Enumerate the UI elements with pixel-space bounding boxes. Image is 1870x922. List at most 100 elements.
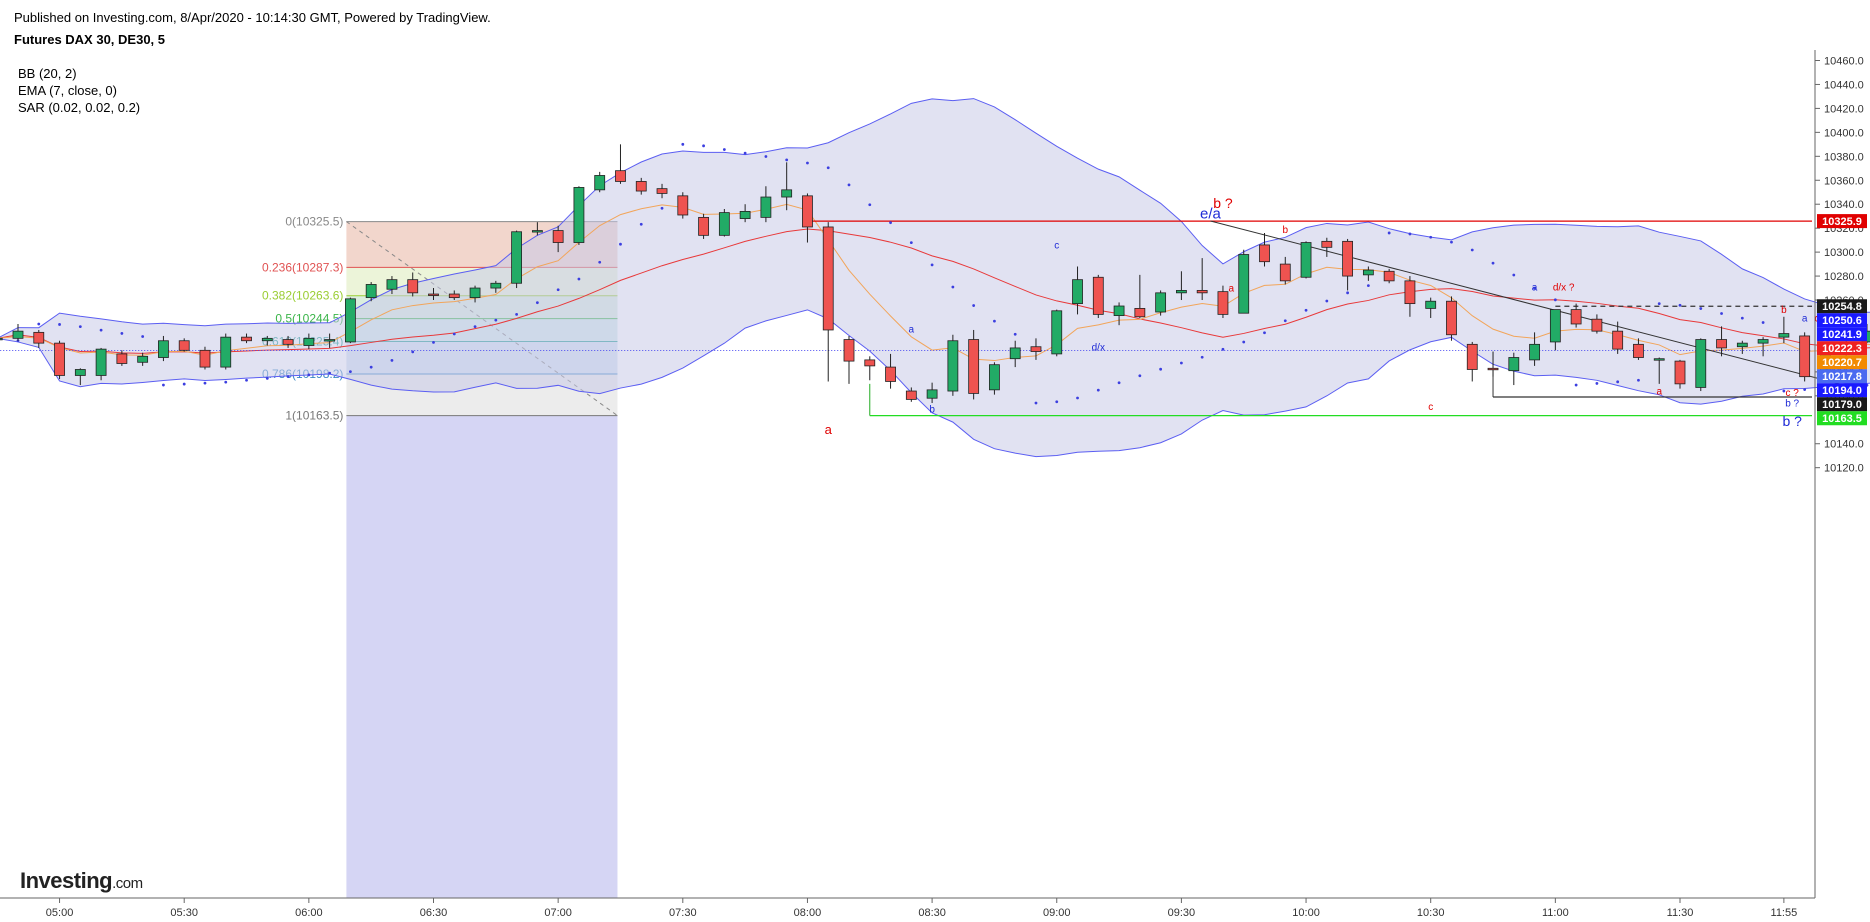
- sar-dot: [598, 260, 602, 264]
- price-tick-label: 10140.0: [1824, 439, 1864, 451]
- bull-candle: [718, 212, 730, 236]
- price-tick-label: 10420.0: [1824, 103, 1864, 115]
- bull-candle: [511, 231, 523, 284]
- fib-level-label: 0.382(10263.6): [262, 289, 343, 303]
- sar-dot: [1304, 308, 1308, 312]
- sar-dot: [1117, 381, 1121, 385]
- sar-dot: [1450, 240, 1453, 244]
- sar-dot: [909, 241, 913, 244]
- bear-candle: [1342, 240, 1353, 277]
- bear-candle: [1279, 263, 1291, 282]
- bear-candle: [822, 226, 834, 331]
- bull-candle: [594, 175, 606, 191]
- bull-candle: [739, 210, 751, 219]
- bull-candle: [1362, 269, 1374, 276]
- sar-dot: [785, 158, 789, 162]
- sar-dot: [1076, 396, 1079, 400]
- bear-candle: [905, 390, 917, 400]
- bear-candle: [1404, 280, 1416, 305]
- sar-dot: [722, 148, 726, 151]
- bear-candle: [635, 181, 647, 192]
- sar-dot: [1055, 400, 1059, 404]
- bear-candle: [33, 331, 45, 344]
- bull-candle: [1508, 357, 1520, 372]
- bear-candle: [428, 293, 439, 296]
- sar-dot: [1512, 273, 1516, 277]
- sar-dot: [286, 375, 290, 378]
- sar-dot: [1720, 312, 1723, 315]
- time-tick-label: 09:30: [1168, 907, 1196, 919]
- sar-dot: [1657, 302, 1661, 306]
- price-label: 10217.8: [1822, 371, 1862, 383]
- sar-dot: [1180, 361, 1183, 365]
- price-tick-label: 10440.0: [1824, 79, 1864, 91]
- price-label: 10222.3: [1822, 343, 1862, 355]
- bb-lower: [0, 309, 1870, 458]
- bear-candle: [448, 293, 460, 299]
- bear-candle: [802, 195, 813, 228]
- investing-logo[interactable]: Investing.com: [20, 868, 143, 893]
- bear-candle: [1134, 308, 1146, 318]
- bear-candle: [1591, 318, 1603, 332]
- sar-dot: [847, 183, 851, 187]
- indicator-bb[interactable]: BB (20, 2): [18, 66, 77, 81]
- sar-dot: [224, 380, 228, 384]
- sar-dot: [203, 381, 207, 385]
- bull-candle: [1155, 292, 1167, 313]
- wave-label: e/a: [1200, 206, 1222, 223]
- bull-candle: [760, 196, 772, 218]
- bull-candle: [573, 187, 585, 243]
- bull-candle: [531, 230, 543, 233]
- indicator-sar[interactable]: SAR (0.02, 0.02, 0.2): [18, 100, 141, 115]
- bull-candle: [303, 337, 315, 346]
- bull-candle: [1757, 339, 1769, 344]
- bull-candle: [74, 369, 86, 376]
- bull-candle: [158, 340, 169, 358]
- price-label: 10241.9: [1822, 329, 1862, 341]
- bear-candle: [1466, 343, 1478, 370]
- sar-dot: [556, 288, 560, 292]
- price-label-bg: [1817, 214, 1867, 229]
- wave-label: d/x ?: [1553, 282, 1575, 293]
- time-tick-label: 11:30: [1667, 907, 1694, 919]
- time-tick-label: 05:30: [170, 907, 198, 919]
- sar-dot: [1574, 383, 1578, 387]
- sar-dot: [1553, 298, 1557, 302]
- wave-label: c ?: [1786, 388, 1800, 399]
- bull-candle: [1300, 242, 1312, 278]
- sar-dot: [1138, 374, 1142, 378]
- time-tick-label: 05:00: [46, 907, 74, 919]
- bull-candle: [1653, 358, 1665, 361]
- bull-candle: [386, 279, 398, 290]
- wave-label: b: [1282, 225, 1288, 236]
- sar-dot: [307, 373, 311, 377]
- sar-dot: [764, 155, 768, 158]
- wave-label: b: [1781, 305, 1787, 316]
- sar-dot: [951, 285, 955, 289]
- sar-dot: [1263, 331, 1266, 335]
- bull-candle: [1176, 290, 1187, 294]
- sar-dot: [1221, 347, 1225, 351]
- price-tick-label: 10120.0: [1824, 463, 1864, 475]
- sar-dot: [1366, 284, 1370, 288]
- sar-dot: [120, 332, 124, 335]
- bear-candle: [968, 339, 980, 394]
- wave-label: b: [929, 405, 935, 416]
- indicator-ema[interactable]: EMA (7, close, 0): [18, 83, 117, 98]
- sar-dot: [806, 161, 809, 165]
- sar-dot: [1803, 388, 1807, 391]
- sar-dot: [494, 318, 498, 322]
- bear-candle: [864, 359, 876, 367]
- price-label-bg: [1817, 411, 1867, 426]
- sar-dot: [1470, 248, 1474, 252]
- sar-dot: [1013, 332, 1017, 336]
- wave-label: a: [909, 324, 915, 335]
- price-label-bg: [1817, 355, 1867, 370]
- published-line: Published on Investing.com, 8/Apr/2020 -…: [14, 10, 491, 25]
- instrument-title: Futures DAX 30, DE30, 5: [14, 32, 165, 47]
- bear-candle: [1674, 360, 1686, 385]
- candles: [0, 144, 1870, 404]
- sar-dot: [1637, 378, 1640, 382]
- price-label: 10163.5: [1822, 413, 1862, 425]
